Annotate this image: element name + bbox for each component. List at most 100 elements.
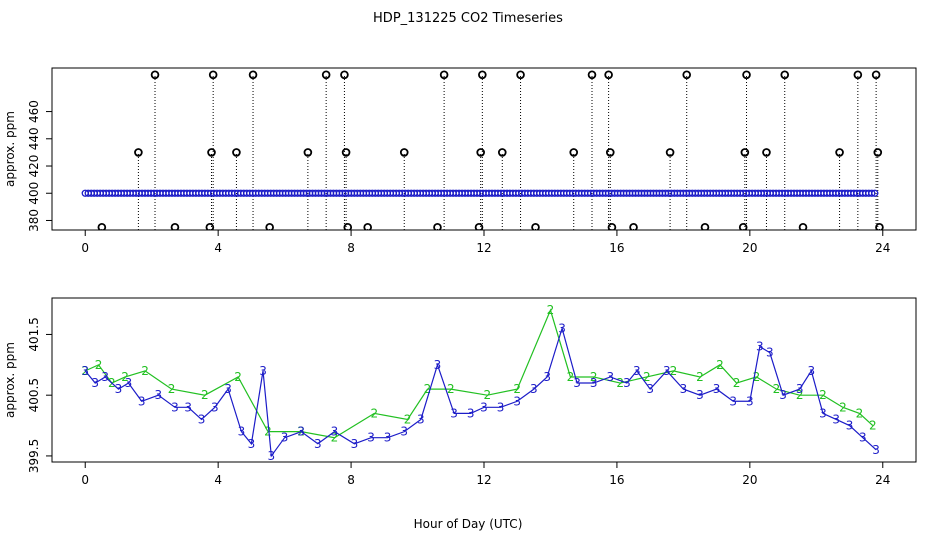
series-marker-3: 3 bbox=[171, 400, 179, 414]
series-marker-3: 3 bbox=[543, 370, 551, 384]
series-marker-3: 3 bbox=[513, 394, 521, 408]
series-marker-2: 2 bbox=[95, 358, 103, 372]
spike-point bbox=[303, 148, 313, 157]
series-marker-3: 3 bbox=[779, 388, 787, 402]
series-marker-2: 2 bbox=[234, 370, 242, 384]
spike-point bbox=[97, 222, 107, 230]
series-marker-3: 3 bbox=[633, 364, 641, 378]
series-marker-3: 3 bbox=[138, 394, 146, 408]
series-marker-3: 3 bbox=[211, 400, 219, 414]
series-marker-2: 2 bbox=[590, 370, 598, 384]
series-marker-3: 3 bbox=[115, 382, 123, 396]
series-marker-2: 2 bbox=[141, 364, 149, 378]
spike-point bbox=[476, 148, 485, 157]
y-tick-label: 440 bbox=[27, 127, 41, 150]
x-tick-label: 12 bbox=[476, 473, 491, 487]
series-marker-3: 3 bbox=[846, 419, 854, 433]
spike-point bbox=[478, 70, 487, 80]
y-tick-label: 380 bbox=[27, 209, 41, 232]
spike-point bbox=[587, 70, 597, 80]
series-line-2 bbox=[84, 308, 874, 439]
series-marker-3: 3 bbox=[248, 437, 256, 451]
baseline-point bbox=[868, 189, 876, 197]
series-marker-3: 3 bbox=[125, 376, 133, 390]
series-marker-3: 3 bbox=[530, 382, 538, 396]
series-marker-3: 3 bbox=[238, 425, 246, 439]
series-marker-3: 3 bbox=[314, 437, 322, 451]
x-tick-label: 16 bbox=[609, 473, 624, 487]
spike-point bbox=[170, 222, 180, 230]
y-axis-label: approx. ppm bbox=[3, 342, 17, 418]
series-marker-2: 2 bbox=[201, 388, 209, 402]
series-marker-3: 3 bbox=[623, 376, 631, 390]
spike-point bbox=[604, 70, 613, 80]
spike-point bbox=[607, 222, 617, 230]
series-marker-3: 3 bbox=[680, 382, 688, 396]
series-marker-3: 3 bbox=[184, 400, 192, 414]
spike-point bbox=[248, 70, 258, 80]
x-tick-label: 4 bbox=[214, 241, 222, 255]
series-marker-2: 2 bbox=[404, 412, 412, 426]
series-marker-2: 2 bbox=[733, 376, 741, 390]
series-marker-2: 2 bbox=[121, 370, 129, 384]
spike-point bbox=[399, 148, 409, 157]
series-marker-3: 3 bbox=[281, 431, 289, 445]
plot-area bbox=[81, 70, 884, 230]
spike-point bbox=[516, 70, 525, 80]
spike-point bbox=[835, 148, 844, 157]
baseline-point bbox=[871, 189, 879, 197]
series-marker-2: 2 bbox=[371, 406, 379, 420]
series-marker-3: 3 bbox=[832, 412, 840, 426]
spike-point bbox=[531, 222, 540, 230]
top-panel: 0 4 8 12 16 20 24 380 400 420 440 460 approx. ppm bbox=[3, 67, 917, 255]
x-tick-label: 24 bbox=[875, 473, 890, 487]
spike-point bbox=[569, 148, 579, 157]
spike-point bbox=[433, 222, 442, 230]
series-marker-3: 3 bbox=[367, 431, 375, 445]
spike-point bbox=[340, 70, 349, 80]
series-marker-3: 3 bbox=[646, 382, 654, 396]
series-marker-3: 3 bbox=[729, 394, 737, 408]
x-tick-label: 12 bbox=[476, 241, 491, 255]
spike-point bbox=[150, 70, 160, 80]
series-marker-3: 3 bbox=[467, 406, 475, 420]
series-marker-2: 2 bbox=[670, 364, 678, 378]
series-marker-2: 2 bbox=[424, 382, 432, 396]
series-marker-3: 3 bbox=[81, 364, 89, 378]
spike-point bbox=[853, 70, 863, 80]
series-marker-2: 2 bbox=[567, 370, 575, 384]
series-marker-2: 2 bbox=[447, 382, 455, 396]
series-marker-3: 3 bbox=[497, 400, 505, 414]
spike-point bbox=[341, 148, 351, 157]
x-tick-label: 4 bbox=[214, 473, 222, 487]
x-tick-label: 8 bbox=[347, 473, 355, 487]
x-tick-label: 20 bbox=[742, 241, 757, 255]
series-marker-3: 3 bbox=[101, 370, 109, 384]
spike-point bbox=[762, 148, 771, 157]
spike-point bbox=[682, 70, 692, 80]
chart-title: HDP_131225 CO2 Timeseries bbox=[373, 11, 563, 26]
series-marker-2: 2 bbox=[753, 370, 761, 384]
series-marker-3: 3 bbox=[808, 364, 816, 378]
spike-point bbox=[205, 222, 215, 230]
series-marker-3: 3 bbox=[224, 382, 232, 396]
y-tick-label: 400 bbox=[27, 182, 41, 205]
series-marker-3: 3 bbox=[400, 425, 408, 439]
series-marker-2: 2 bbox=[839, 400, 847, 414]
spike-point bbox=[265, 222, 274, 230]
spike-point bbox=[134, 148, 143, 157]
spike-point bbox=[321, 70, 331, 80]
series-marker-3: 3 bbox=[155, 388, 163, 402]
spike-point bbox=[208, 70, 218, 80]
series-marker-3: 3 bbox=[351, 437, 359, 451]
series-marker-3: 3 bbox=[713, 382, 721, 396]
series-marker-2: 2 bbox=[616, 376, 624, 390]
series-marker-3: 3 bbox=[872, 443, 880, 457]
series-marker-3: 3 bbox=[384, 431, 392, 445]
series-marker-2: 2 bbox=[856, 406, 864, 420]
series-marker-3: 3 bbox=[480, 400, 488, 414]
series-marker-3: 3 bbox=[859, 431, 867, 445]
series-marker-3: 3 bbox=[696, 388, 704, 402]
